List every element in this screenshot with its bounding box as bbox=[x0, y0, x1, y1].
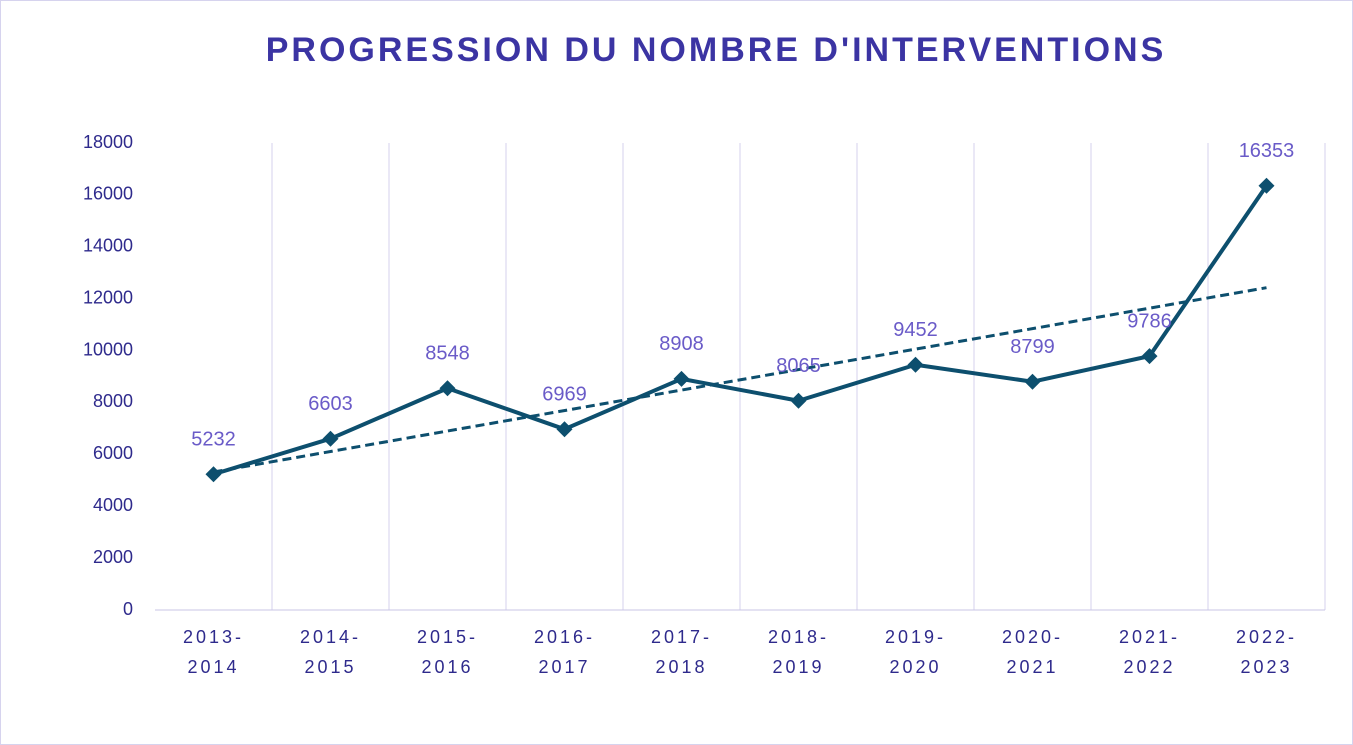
data-point bbox=[790, 392, 807, 409]
data-label: 9452 bbox=[893, 319, 938, 341]
data-label: 8799 bbox=[1010, 336, 1055, 358]
data-point bbox=[673, 370, 690, 387]
x-tick-label: 2016-2017 bbox=[534, 627, 595, 677]
x-tick-label: 2013-2014 bbox=[183, 627, 244, 677]
x-tick-label: 2015-2016 bbox=[417, 627, 478, 677]
x-tick-label: 2017-2018 bbox=[651, 627, 712, 677]
data-label: 8548 bbox=[425, 343, 470, 365]
y-tick-label: 0 bbox=[123, 599, 133, 619]
data-point bbox=[205, 466, 222, 483]
data-point bbox=[1024, 373, 1041, 390]
y-tick-label: 10000 bbox=[83, 339, 133, 359]
data-label: 6603 bbox=[308, 393, 353, 415]
data-point bbox=[1141, 348, 1158, 365]
y-tick-label: 18000 bbox=[83, 132, 133, 152]
data-label: 6969 bbox=[542, 383, 587, 405]
y-tick-label: 8000 bbox=[93, 391, 133, 411]
data-label: 16353 bbox=[1239, 140, 1295, 162]
y-tick-label: 2000 bbox=[93, 547, 133, 567]
chart-title: PROGRESSION DU NOMBRE D'INTERVENTIONS bbox=[266, 31, 1167, 69]
data-point bbox=[322, 430, 339, 447]
x-tick-label: 2018-2019 bbox=[768, 627, 829, 677]
data-label: 5232 bbox=[191, 429, 236, 451]
y-tick-label: 12000 bbox=[83, 287, 133, 307]
data-label: 9786 bbox=[1127, 310, 1172, 332]
data-label: 8908 bbox=[659, 333, 704, 355]
x-tick-label: 2019-2020 bbox=[885, 627, 946, 677]
data-point bbox=[439, 380, 456, 397]
y-tick-label: 4000 bbox=[93, 495, 133, 515]
data-point bbox=[907, 356, 924, 373]
y-tick-label: 6000 bbox=[93, 443, 133, 463]
x-tick-label: 2020-2021 bbox=[1002, 627, 1063, 677]
x-tick-label: 2021-2022 bbox=[1119, 627, 1180, 677]
data-point bbox=[1258, 177, 1275, 194]
data-point bbox=[556, 421, 573, 438]
data-label: 8065 bbox=[776, 355, 821, 377]
y-tick-label: 16000 bbox=[83, 184, 133, 204]
series-line bbox=[212, 184, 1269, 477]
x-tick-label: 2022-2023 bbox=[1236, 627, 1297, 677]
x-tick-label: 2014-2015 bbox=[300, 627, 361, 677]
y-tick-label: 14000 bbox=[83, 236, 133, 256]
trendline bbox=[213, 286, 1267, 474]
